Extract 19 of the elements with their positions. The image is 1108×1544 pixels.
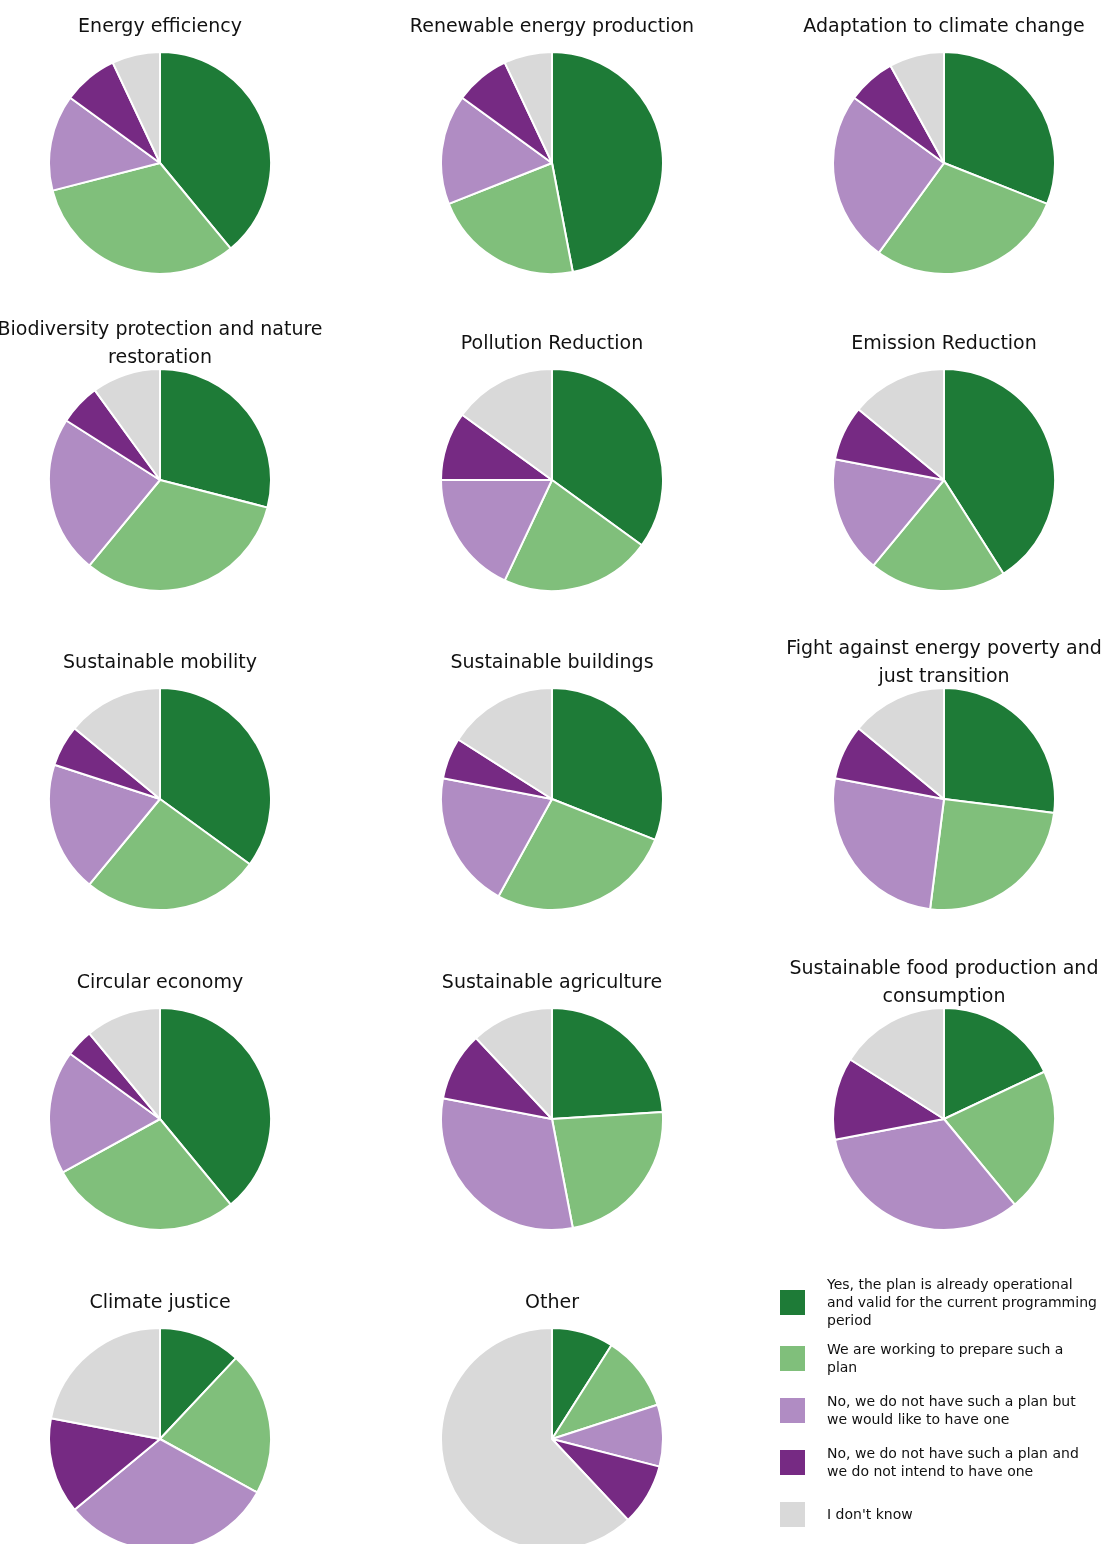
legend-label: We are working to prepare such a plan (827, 1340, 1065, 1376)
legend-label: Yes, the plan is already operational and valid for the current programming period (827, 1275, 1097, 1329)
legend-label: I don't know (827, 1505, 914, 1523)
chart-title: Sustainable mobility (62, 649, 258, 674)
chart-title: Renewable energy production (408, 13, 696, 38)
chart-title: Circular economy (75, 969, 245, 994)
chart-title: Sustainable food production and consumption (788, 955, 1100, 1008)
chart-title: Adaptation to climate change (802, 13, 1086, 38)
chart-title: Sustainable agriculture (440, 969, 664, 994)
text: Other (524, 1289, 580, 1314)
chart-title: Biodiversity protection and nature restoration (0, 316, 324, 369)
chart-title: Emission Reduction (850, 330, 1038, 355)
legend-label: No, we do not have such a plan but we would like to have one (827, 1392, 1077, 1428)
legend-label: No, we do not have such a plan and we do not intend to have one (827, 1444, 1080, 1480)
chart-title: Pollution Reduction (459, 330, 645, 355)
chart-title: Sustainable buildings (449, 649, 655, 674)
chart-title: Fight against energy poverty and just transition (785, 635, 1103, 688)
chart-title: Climate justice (88, 1289, 232, 1314)
chart-title: Energy efficiency (77, 13, 243, 38)
